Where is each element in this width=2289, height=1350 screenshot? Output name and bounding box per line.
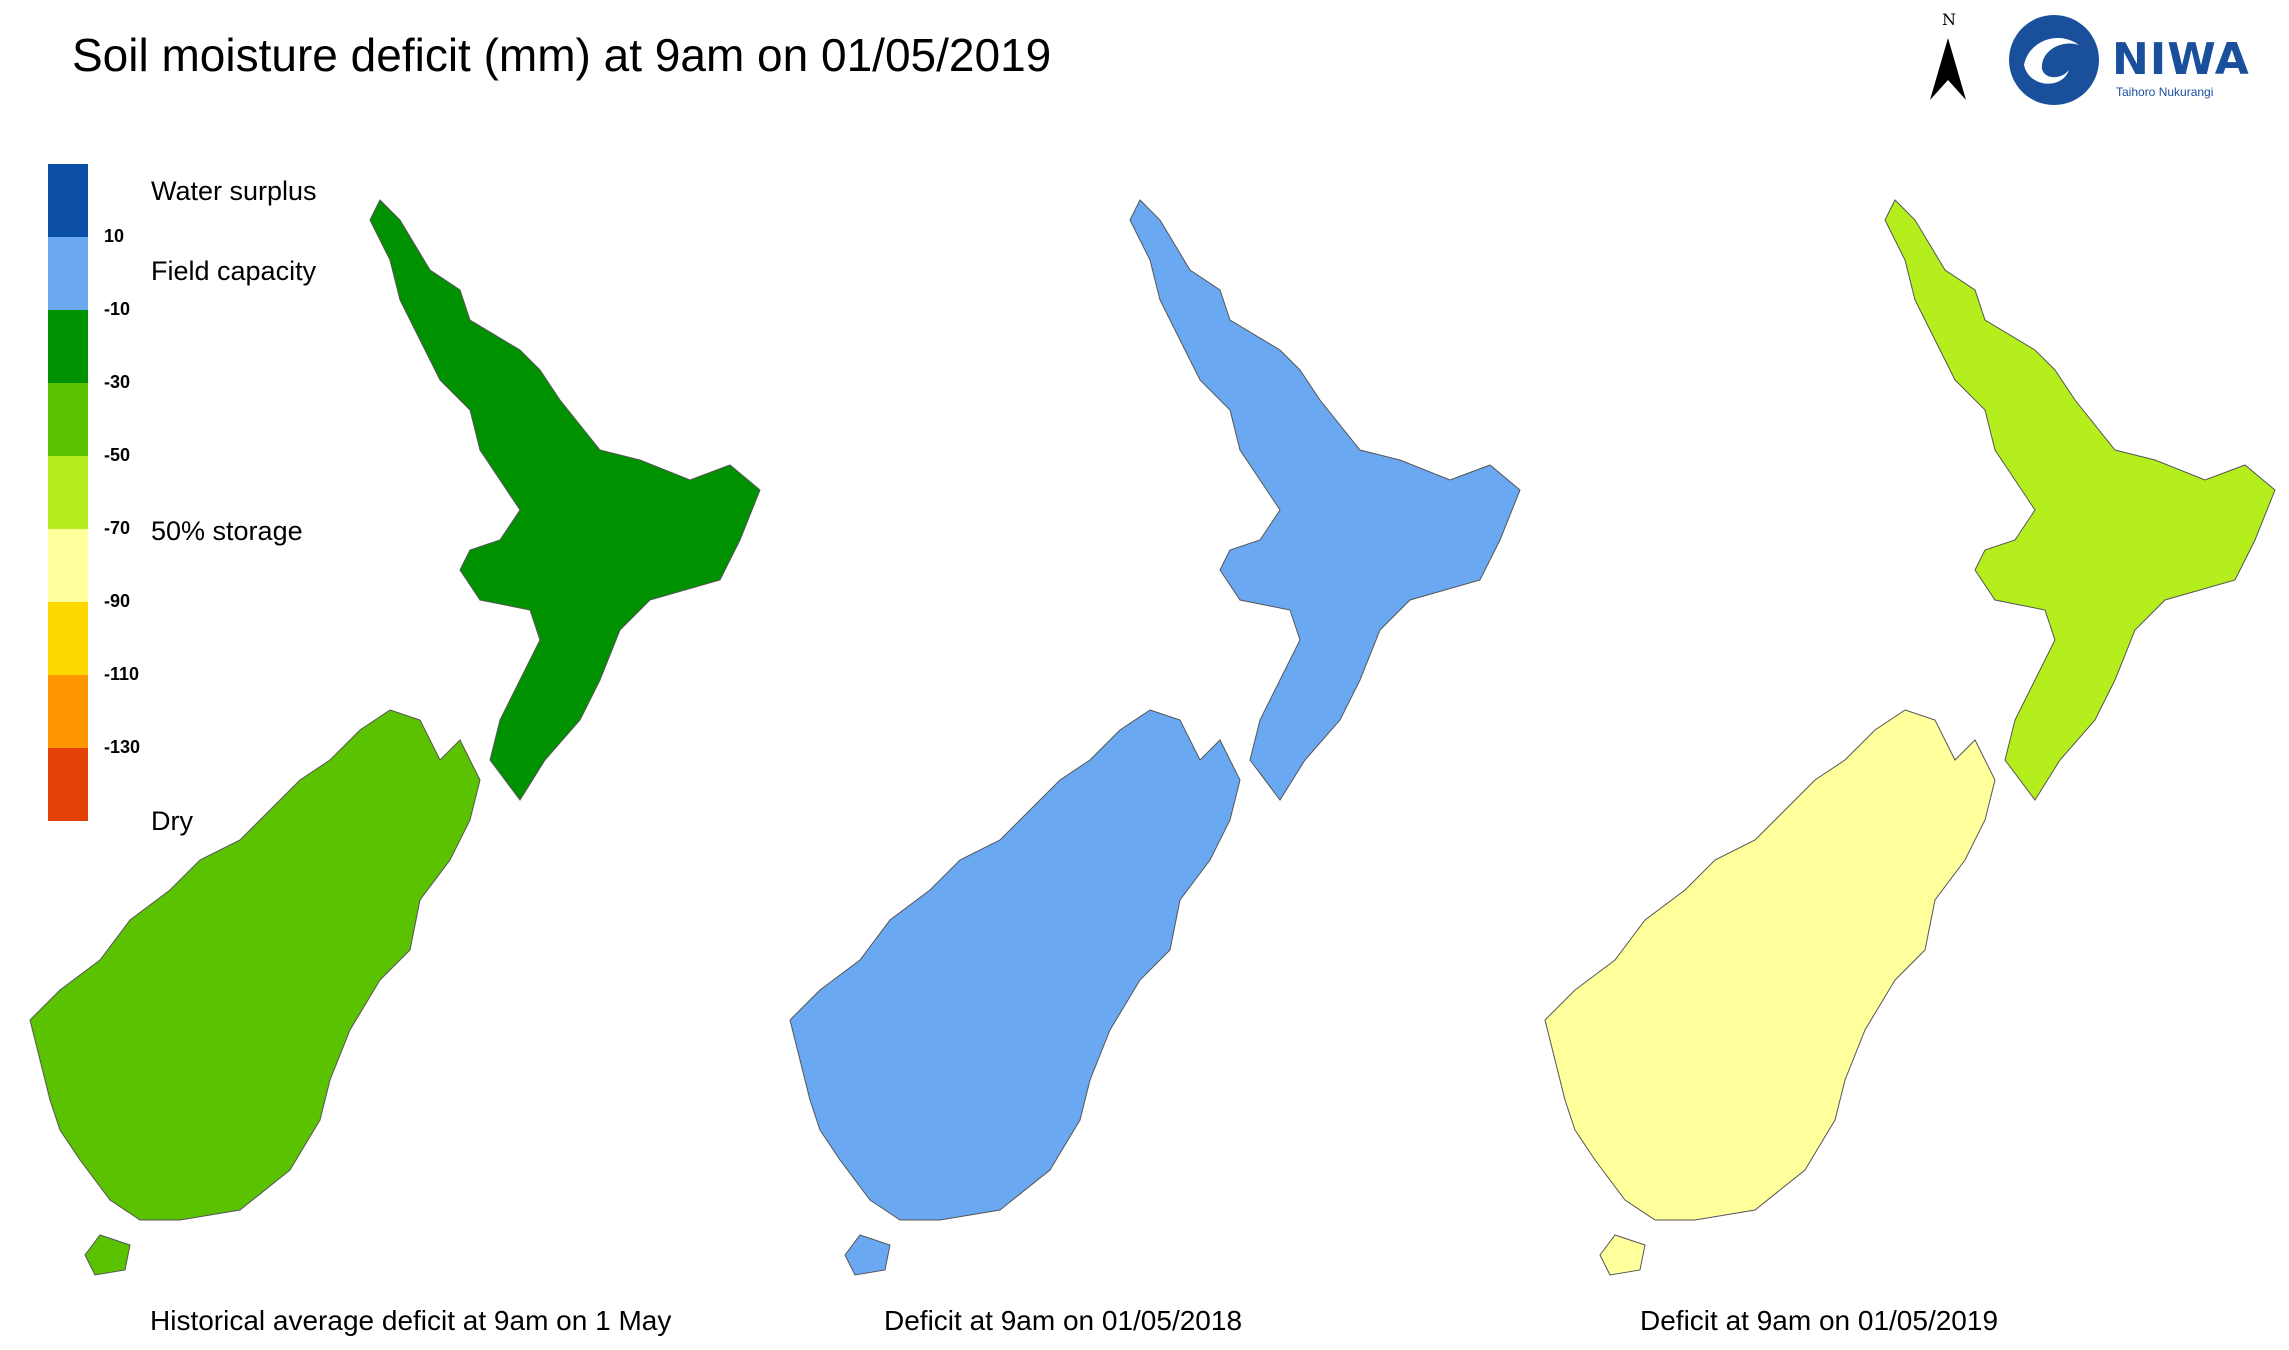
map-historical	[29, 199, 761, 1276]
legend-swatch-field-capacity	[48, 237, 88, 310]
south-island	[29, 709, 481, 1276]
legend-swatch--90-to--110	[48, 602, 88, 675]
north-arrow-icon	[1930, 38, 1966, 100]
north-label: N	[1942, 10, 1956, 29]
logo-wordmark: NIWA	[2112, 34, 2250, 85]
legend-tick: -70	[104, 518, 131, 538]
map-title: Soil moisture deficit (mm) at 9am on 01/…	[72, 29, 1052, 81]
niwa-logo: NIWA Taihoro Nukurangi	[2004, 10, 2274, 110]
legend-label-field-capacity: Field capacity	[151, 256, 317, 286]
legend-tick: -10	[104, 299, 131, 319]
logo-subtitle: Taihoro Nukurangi	[2116, 85, 2214, 99]
legend-swatch--30-to--50	[48, 383, 88, 456]
legend-swatch--110-to--130	[48, 675, 88, 748]
caption-historical: Historical average deficit at 9am on 1 M…	[150, 1305, 672, 1336]
legend-swatch-surplus	[48, 164, 88, 237]
legend-swatch--70-to--90	[48, 529, 88, 602]
legend-tick: -110	[104, 664, 140, 684]
niwa-swirl-icon	[2009, 15, 2099, 105]
legend-tick: -50	[104, 445, 131, 465]
legend-label-storage: 50% storage	[151, 516, 303, 546]
caption-2018: Deficit at 9am on 01/05/2018	[884, 1305, 1243, 1336]
north-arrow: N	[1920, 10, 1980, 110]
legend-swatch--10-to--30	[48, 310, 88, 383]
south-island	[789, 709, 1241, 1276]
south-island	[1544, 709, 1996, 1276]
legend-label-dry: Dry	[151, 806, 193, 836]
legend-tick: -130	[104, 737, 141, 757]
legend-label-surplus: Water surplus	[151, 176, 317, 206]
legend-tick: -30	[104, 372, 131, 392]
legend-tick: -90	[104, 591, 131, 611]
caption-2019: Deficit at 9am on 01/05/2019	[1640, 1305, 1999, 1336]
map-2018	[789, 199, 1521, 1276]
maps-panel	[29, 199, 2276, 1276]
north-island	[1884, 199, 2276, 801]
north-island	[369, 199, 761, 801]
map-2019	[1544, 199, 2276, 1276]
legend-swatch-dry	[48, 748, 88, 821]
legend-swatch--50-to--70	[48, 456, 88, 529]
north-island	[1129, 199, 1521, 801]
legend-tick: 10	[104, 226, 125, 246]
